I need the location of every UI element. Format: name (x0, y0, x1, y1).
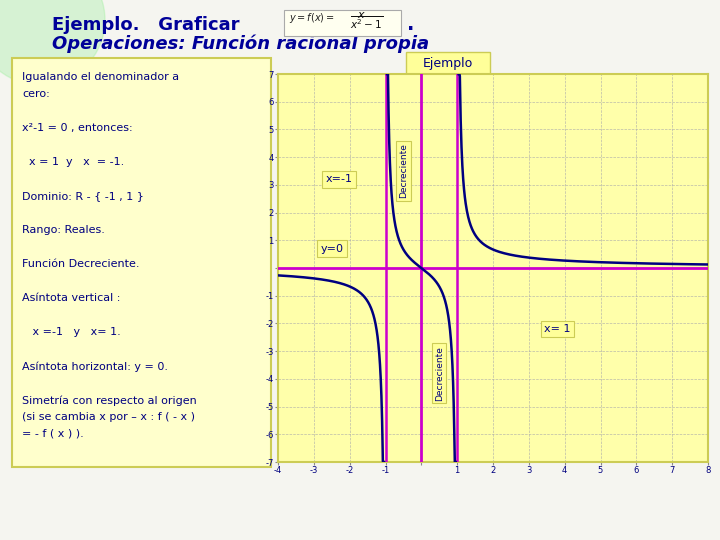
Text: Operaciones: Función racional propia: Operaciones: Función racional propia (52, 35, 429, 53)
Text: = - f ( x ) ).: = - f ( x ) ). (22, 429, 84, 439)
FancyBboxPatch shape (284, 10, 401, 36)
Text: Ejemplo: Ejemplo (423, 57, 473, 70)
Text: x= 1: x= 1 (544, 324, 571, 334)
Text: Asíntota vertical :: Asíntota vertical : (22, 293, 120, 303)
Text: $\overline{x^2-1}$: $\overline{x^2-1}$ (350, 15, 383, 31)
Text: x =-1   y   x= 1.: x =-1 y x= 1. (22, 327, 121, 337)
Text: Rango: Reales.: Rango: Reales. (22, 225, 105, 235)
Text: x²-1 = 0 , entonces:: x²-1 = 0 , entonces: (22, 123, 132, 133)
Text: .: . (407, 16, 415, 35)
Text: x = 1  y   x  = -1.: x = 1 y x = -1. (22, 157, 125, 167)
Text: $y=f(x)=$: $y=f(x)=$ (289, 11, 335, 25)
Text: Ejemplo.   Graficar: Ejemplo. Graficar (52, 16, 240, 34)
Text: Decreciente: Decreciente (336, 388, 398, 398)
Text: Igualando el denominador a: Igualando el denominador a (22, 72, 179, 82)
FancyBboxPatch shape (12, 58, 271, 467)
Text: cero:: cero: (22, 89, 50, 99)
Text: Función Decreciente.: Función Decreciente. (22, 259, 140, 269)
Text: y=0: y=0 (320, 244, 343, 254)
Text: Simetría con respecto al origen: Simetría con respecto al origen (22, 395, 197, 406)
Text: Decreciente: Decreciente (399, 144, 408, 198)
Text: Asíntota horizontal: y = 0.: Asíntota horizontal: y = 0. (22, 361, 168, 372)
Text: (si se cambia x por – x : f ( - x ): (si se cambia x por – x : f ( - x ) (22, 412, 195, 422)
Text: Decreciente: Decreciente (435, 346, 444, 401)
Circle shape (0, 0, 105, 85)
Text: x=-1: x=-1 (325, 174, 352, 184)
Text: Dominio: R - { -1 , 1 }: Dominio: R - { -1 , 1 } (22, 191, 144, 201)
Text: $x$: $x$ (357, 10, 366, 20)
FancyBboxPatch shape (406, 52, 490, 74)
Text: Decreciente: Decreciente (642, 165, 704, 175)
